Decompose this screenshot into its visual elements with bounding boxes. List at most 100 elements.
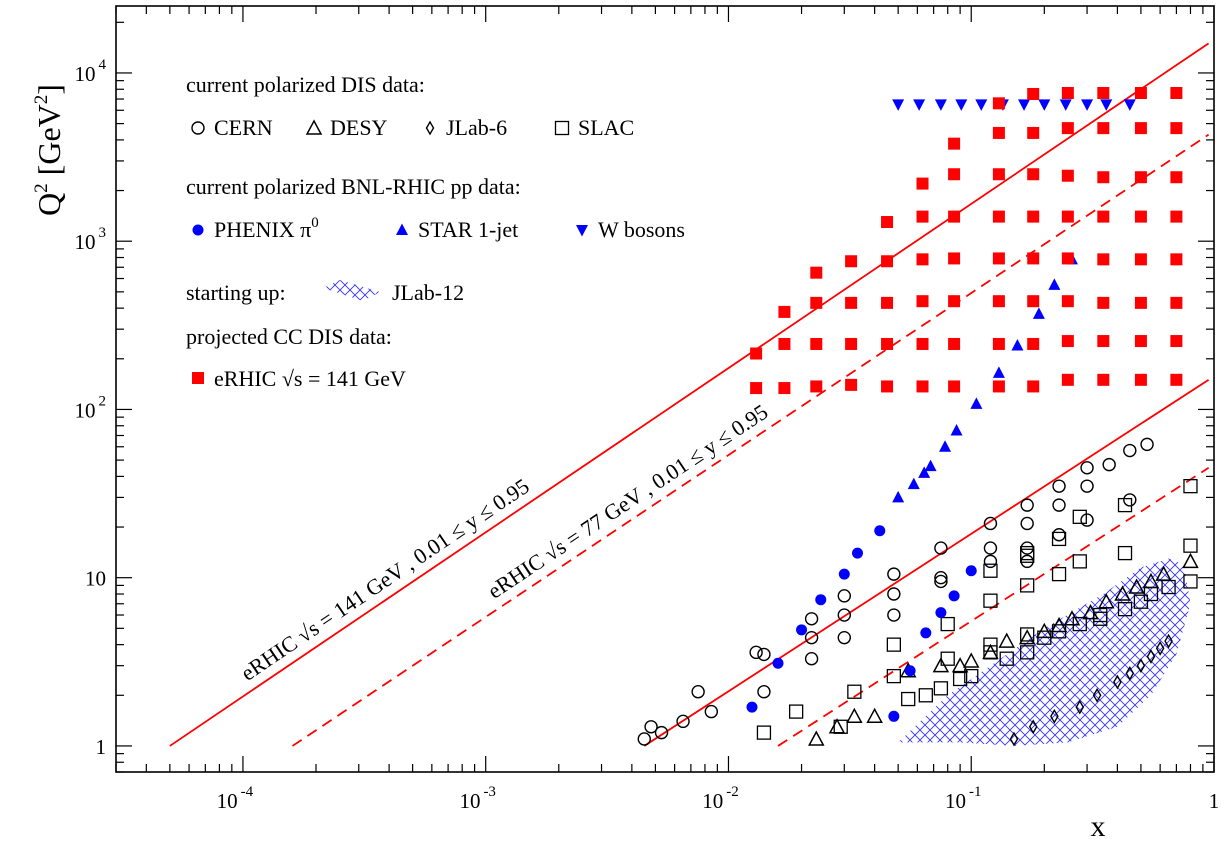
point-star-1-jet [924, 459, 937, 472]
point-erhic-s-141-gev [1170, 335, 1183, 348]
point-erhic-s-141-gev [1061, 87, 1074, 100]
point-slac [983, 645, 998, 660]
series-cern [637, 437, 1154, 746]
legend-marker-phenix [192, 224, 204, 236]
point-cern [1020, 554, 1034, 569]
legend-label-jlab-12: JLab-12 [392, 280, 464, 305]
legend-label-desy: DESY [330, 115, 388, 140]
legend-label-phenix: PHENIX π0 [214, 215, 319, 242]
point-erhic-s-141-gev [881, 216, 894, 229]
point-erhic-s-141-gev [1170, 122, 1183, 135]
point-erhic-s-141-gev [1134, 87, 1147, 100]
point-erhic-s-141-gev [992, 380, 1005, 393]
point-cern [654, 725, 669, 740]
point-star-1-jet [918, 466, 931, 478]
legend-label-w-bosons: W bosons [598, 217, 685, 242]
point-cern [1052, 479, 1066, 493]
legend: current polarized DIS data: CERN DESY JLab-… [186, 72, 685, 391]
point-erhic-s-141-gev [1061, 252, 1074, 265]
point-cern [1020, 541, 1034, 555]
point-cern [1123, 443, 1137, 458]
point-erhic-s-141-gev [1134, 171, 1147, 184]
point-desy [962, 652, 980, 668]
y-tick-label: 1 [96, 735, 107, 759]
point-erhic-s-141-gev [750, 382, 763, 395]
point-erhic-s-141-gev [1134, 373, 1147, 386]
point-jlab-6 [1125, 665, 1135, 681]
point-phenix-0 [838, 568, 850, 580]
point-cern [934, 574, 948, 589]
point-jlab-6 [1164, 633, 1173, 649]
point-cern [934, 541, 948, 555]
point-erhic-s-141-gev [1097, 210, 1110, 223]
point-slac [1133, 594, 1149, 609]
point-cern [804, 630, 819, 645]
point-slac [1093, 607, 1108, 623]
point-desy [1018, 629, 1036, 645]
point-erhic-s-141-gev [881, 337, 894, 350]
legend-label-star-1-jet: STAR 1-jet [418, 217, 518, 242]
point-erhic-s-141-gev [948, 137, 961, 150]
point-slac [1183, 479, 1198, 494]
point-erhic-s-141-gev [916, 210, 929, 223]
point-slac [1117, 545, 1133, 561]
point-slac [901, 691, 916, 707]
point-desy [828, 718, 846, 734]
point-erhic-s-141-gev [992, 210, 1005, 223]
y-tick-label: 10 2 [75, 393, 107, 422]
point-erhic-s-141-gev [1097, 373, 1110, 386]
point-cern [983, 516, 998, 531]
point-erhic-s-141-gev [778, 305, 791, 318]
point-erhic-s-141-gev [810, 337, 823, 350]
point-erhic-s-141-gev [948, 337, 961, 350]
point-star-1-jet [1032, 307, 1045, 319]
point-cern [934, 570, 948, 585]
point-slac [1143, 586, 1159, 602]
y-tick-label: 10 4 [75, 57, 107, 86]
point-slac [1183, 538, 1198, 553]
series-w-bosons [892, 99, 1136, 111]
point-erhic-s-141-gev [948, 380, 961, 393]
point-erhic-s-141-gev [1134, 335, 1147, 348]
point-cern [1052, 528, 1066, 542]
point-slac [1037, 630, 1052, 645]
point-slac [918, 688, 933, 703]
point-cern [1102, 457, 1116, 472]
legend-marker-erhic [192, 372, 204, 384]
point-jlab-6 [1050, 708, 1059, 724]
legend-marker-slac [554, 120, 570, 136]
point-erhic-s-141-gev [1097, 122, 1110, 135]
point-cern [837, 589, 851, 603]
point-slac [833, 719, 848, 734]
point-cern [757, 647, 771, 662]
legend-marker-jlab-12 [323, 280, 380, 301]
point-erhic-s-141-gev [1061, 122, 1074, 135]
point-desy [951, 657, 969, 673]
point-slac [1020, 627, 1035, 642]
point-desy [866, 707, 883, 724]
legend-marker-star-1-jet [396, 223, 408, 235]
point-erhic-s-141-gev [881, 255, 894, 268]
point-cern [1123, 493, 1137, 507]
point-erhic-s-141-gev [1027, 87, 1040, 100]
point-cern [804, 652, 819, 666]
point-phenix-0 [874, 525, 886, 537]
point-w-bosons [892, 99, 905, 111]
point-erhic-s-141-gev [948, 210, 961, 223]
point-erhic-s-141-gev [750, 347, 763, 360]
point-desy [1182, 552, 1199, 569]
point-slac [964, 668, 979, 684]
point-cern [676, 714, 690, 729]
point-erhic-s-141-gev [1061, 295, 1074, 308]
point-desy [998, 632, 1015, 648]
point-cern [887, 608, 901, 622]
y-tick-label: 10 3 [75, 225, 107, 254]
point-cern [1020, 516, 1034, 531]
point-star-1-jet [892, 490, 905, 503]
point-phenix-0 [851, 547, 863, 559]
point-erhic-s-141-gev [1097, 296, 1110, 309]
point-erhic-s-141-gev [1061, 373, 1074, 386]
point-cern [704, 704, 719, 719]
point-slac [1072, 616, 1087, 632]
